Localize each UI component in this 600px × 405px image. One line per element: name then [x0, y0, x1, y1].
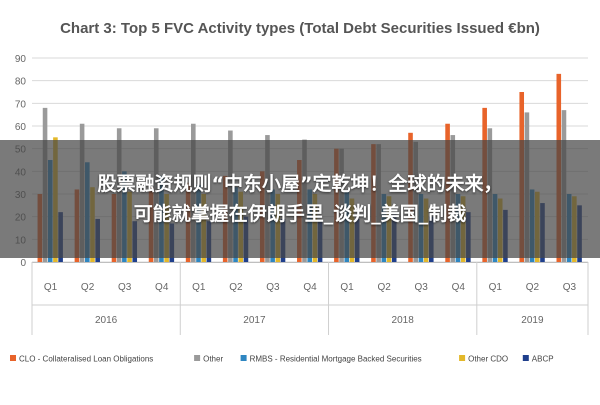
legend-swatch	[522, 355, 529, 361]
y-tick-label: 80	[15, 77, 27, 88]
headline-line-1: 股票融资规则“中东小屋”定乾坤！全球的未来，	[97, 173, 503, 195]
legend-swatch	[10, 355, 16, 361]
legend-swatch	[459, 355, 466, 361]
x-tick-label: Q3	[563, 282, 577, 293]
y-tick-label: 90	[15, 54, 27, 65]
x-tick-label: Q4	[155, 282, 169, 293]
x-tick-label: Q1	[489, 282, 503, 293]
x-group-label: 2018	[392, 315, 415, 326]
legend-label: RMBS - Residential Mortgage Backed Secur…	[250, 355, 422, 364]
legend-swatch	[194, 355, 201, 361]
x-tick-label: Q3	[415, 282, 429, 293]
x-tick-label: Q2	[526, 282, 540, 293]
x-tick-label: Q2	[81, 282, 95, 293]
x-tick-label: Q2	[377, 282, 391, 293]
x-group-label: 2016	[95, 315, 118, 326]
y-tick-label: 0	[20, 258, 26, 269]
chart-title: Chart 3: Top 5 FVC Activity types (Total…	[60, 20, 540, 37]
headline-overlay: 股票融资规则“中东小屋”定乾坤！全球的未来， 可能就掌握在伊朗手里_谈判_美国_…	[0, 140, 600, 258]
legend-label: Other	[203, 355, 223, 364]
x-group-label: 2017	[243, 315, 266, 326]
x-tick-label: Q1	[340, 282, 354, 293]
x-group-label: 2019	[521, 315, 544, 326]
legend-label: ABCP	[532, 355, 554, 364]
x-tick-label: Q4	[303, 282, 317, 293]
x-tick-label: Q3	[266, 282, 280, 293]
x-tick-label: Q1	[44, 282, 58, 293]
legend-swatch	[240, 355, 247, 361]
legend-label: Other CDO	[468, 355, 508, 364]
x-tick-label: Q4	[452, 282, 466, 293]
x-tick-label: Q1	[192, 282, 206, 293]
y-tick-label: 60	[15, 122, 27, 133]
x-tick-label: Q2	[229, 282, 243, 293]
legend-label: CLO - Collateralised Loan Obligations	[19, 355, 153, 364]
x-tick-label: Q3	[118, 282, 132, 293]
headline-line-2: 可能就掌握在伊朗手里_谈判_美国_制裁	[133, 203, 467, 225]
y-tick-label: 70	[15, 99, 27, 110]
